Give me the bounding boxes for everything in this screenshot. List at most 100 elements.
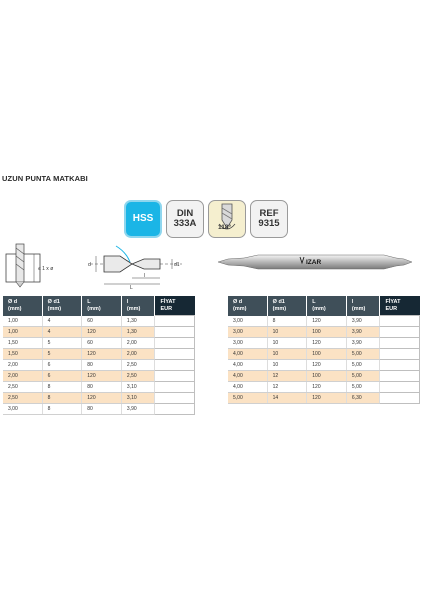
table-cell: 2,50: [3, 381, 43, 393]
dimension-diagram: d d1 l L: [88, 245, 182, 290]
table-row: 1,50 5 60 2,00: [3, 337, 195, 349]
column-header: Ø d1 (mm): [42, 296, 83, 316]
price-cell[interactable]: [379, 315, 420, 327]
table-cell: 3,10: [121, 381, 156, 393]
price-cell[interactable]: [154, 348, 195, 360]
size-table-right: Ø d (mm) Ø d1 (mm) L (mm) l (mm) FİYAT EUR 3,00 8 1…: [228, 296, 420, 404]
table-cell: 1,30: [121, 315, 156, 327]
table-cell: 3,10: [121, 392, 156, 404]
column-header: L (mm): [81, 296, 122, 316]
table-cell: 1,50: [3, 348, 43, 360]
price-column-header: FİYAT EUR: [154, 296, 195, 316]
price-cell[interactable]: [154, 359, 195, 371]
d1-label: d1: [174, 262, 180, 268]
ref-badge: REF 9315: [250, 200, 288, 238]
l-label: l: [144, 273, 145, 279]
price-cell[interactable]: [379, 370, 420, 382]
table-cell: 100: [306, 348, 347, 360]
price-cell[interactable]: [154, 315, 195, 327]
price-cell[interactable]: [379, 381, 420, 393]
table-cell: 120: [81, 392, 122, 404]
price-cell[interactable]: [154, 392, 195, 404]
price-cell[interactable]: [379, 348, 420, 360]
table-cell: 4,00: [228, 359, 268, 371]
ref-label-line1: REF: [259, 207, 279, 219]
table-cell: 8: [42, 381, 83, 393]
table-row: 4,00 12 120 5,00: [228, 381, 420, 393]
table-cell: 2,00: [121, 337, 156, 349]
table-row: 4,00 10 120 5,00: [228, 359, 420, 371]
price-column-header: FİYAT EUR: [379, 296, 420, 316]
table-cell: 8: [42, 403, 83, 415]
table-header-row: Ø d (mm) Ø d1 (mm) L (mm) l (mm) FİYAT EUR: [228, 296, 420, 316]
price-cell[interactable]: [154, 370, 195, 382]
table-cell: 80: [81, 403, 122, 415]
table-cell: 60: [81, 337, 122, 349]
table-cell: 10: [267, 326, 308, 338]
table-cell: 3,00: [228, 337, 268, 349]
column-header: L (mm): [306, 296, 347, 316]
hole-diagram: ≤ 1 x ø: [5, 243, 53, 288]
price-cell[interactable]: [379, 392, 420, 404]
table-cell: 12: [267, 381, 308, 393]
table-row: 1,00 4 60 1,30: [3, 315, 195, 327]
table-cell: 10: [267, 359, 308, 371]
din-label-line2: 333A: [173, 218, 197, 229]
center-drill-image: IZAR: [217, 254, 413, 270]
table-cell: 120: [306, 381, 347, 393]
table-row: 1,50 5 120 2,00: [3, 348, 195, 360]
L-label: L: [130, 285, 133, 290]
column-header: l (mm): [346, 296, 381, 316]
table-row: 4,00 10 100 5,00: [228, 348, 420, 360]
table-row: 2,00 6 120 2,50: [3, 370, 195, 382]
table-cell: 1,50: [3, 337, 43, 349]
table-cell: 120: [306, 337, 347, 349]
table-cell: 4,00: [228, 370, 268, 382]
table-row: 2,50 8 80 3,10: [3, 381, 195, 393]
price-cell[interactable]: [379, 359, 420, 371]
table-cell: 5,00: [346, 348, 381, 360]
page-title: UZUN PUNTA MATKABI: [2, 174, 88, 183]
table-cell: 100: [306, 326, 347, 338]
table-cell: 100: [306, 370, 347, 382]
table-cell: 12: [267, 370, 308, 382]
column-header: l (mm): [121, 296, 156, 316]
drill-tip-icon: [218, 203, 236, 230]
table-cell: 6: [42, 359, 83, 371]
table-cell: 4,00: [228, 381, 268, 393]
table-row: 3,00 8 80 3,90: [3, 403, 195, 415]
price-cell[interactable]: [379, 337, 420, 349]
price-cell[interactable]: [379, 326, 420, 338]
table-cell: 8: [267, 315, 308, 327]
price-cell[interactable]: [154, 381, 195, 393]
table-cell: 80: [81, 381, 122, 393]
table-cell: 14: [267, 392, 308, 404]
price-cell[interactable]: [154, 337, 195, 349]
d-label: d: [88, 262, 91, 268]
spec-badges: HSS DIN 333A 118° REF 9315: [124, 200, 288, 238]
table-cell: 1,30: [121, 326, 156, 338]
table-cell: 5,00: [346, 381, 381, 393]
table-cell: 120: [81, 370, 122, 382]
table-cell: 1,00: [3, 326, 43, 338]
table-cell: 2,50: [121, 370, 156, 382]
price-cell[interactable]: [154, 326, 195, 338]
table-cell: 5,00: [346, 359, 381, 371]
table-cell: 120: [306, 392, 347, 404]
column-header: Ø d (mm): [228, 296, 268, 316]
table-row: 5,00 14 120 6,30: [228, 392, 420, 404]
table-cell: 6: [42, 370, 83, 382]
tolerance-label: ≤ 1 x ø: [38, 266, 53, 272]
price-cell[interactable]: [154, 403, 195, 415]
table-cell: 2,50: [121, 359, 156, 371]
table-row: 3,00 8 120 3,90: [228, 315, 420, 327]
table-cell: 120: [306, 315, 347, 327]
table-cell: 3,00: [228, 326, 268, 338]
table-cell: 10: [267, 337, 308, 349]
brand-logo: IZAR: [306, 259, 321, 266]
table-cell: 3,90: [346, 315, 381, 327]
table-cell: 5: [42, 348, 83, 360]
table-row: 2,50 8 120 3,10: [3, 392, 195, 404]
table-cell: 2,00: [3, 370, 43, 382]
table-cell: 120: [81, 326, 122, 338]
